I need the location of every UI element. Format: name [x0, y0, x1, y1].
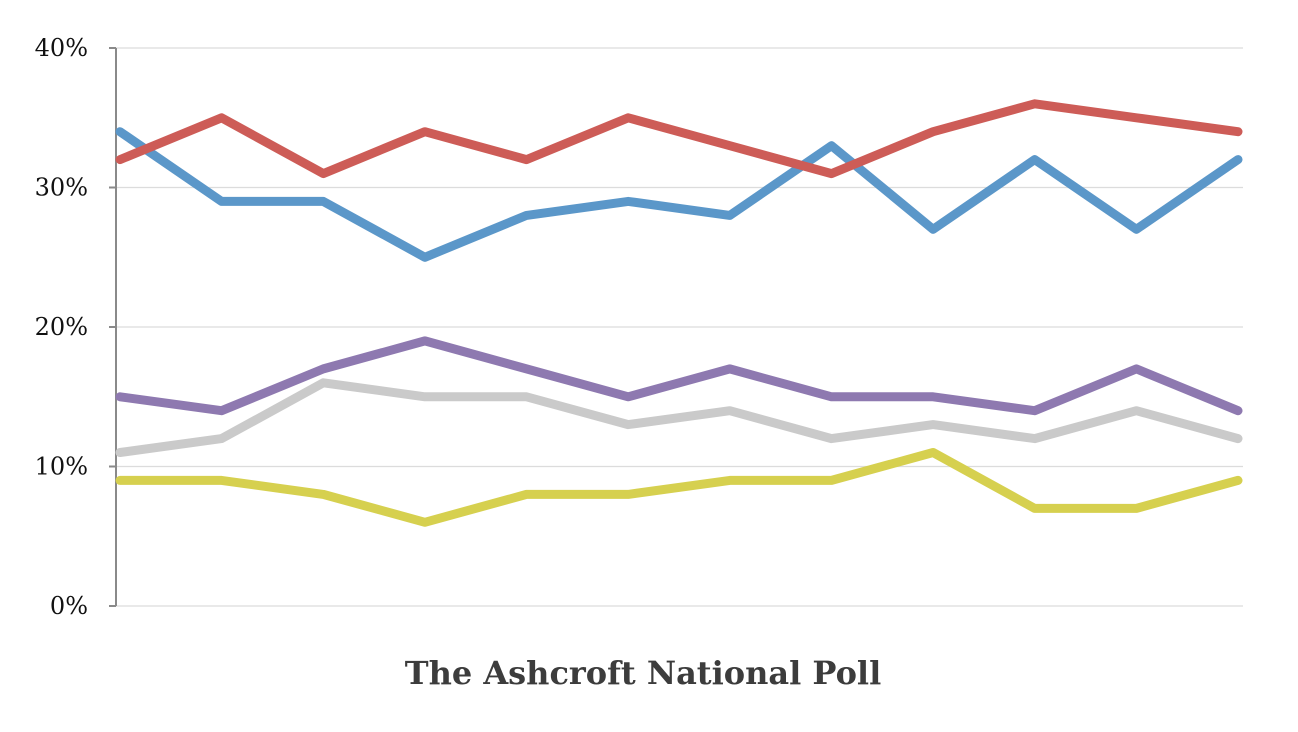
y-tick-label: 10%: [35, 453, 88, 481]
y-tick-labels: 0% 10% 20% 30% 40%: [35, 34, 88, 620]
series-line-3: [115, 336, 1243, 416]
gridlines: [116, 47, 1243, 607]
series-lines: [115, 99, 1243, 527]
series-line-5: [115, 448, 1243, 527]
y-axis: [109, 47, 117, 607]
y-tick-label: 20%: [35, 313, 88, 341]
series-line-1: [115, 99, 1243, 179]
chart-title: The Ashcroft National Poll: [405, 654, 881, 692]
y-tick-label: 40%: [35, 34, 88, 62]
y-tick-label: 0%: [50, 592, 88, 620]
series-line-4: [115, 378, 1243, 457]
y-tick-label: 30%: [35, 174, 88, 202]
series-line-2: [115, 127, 1243, 262]
